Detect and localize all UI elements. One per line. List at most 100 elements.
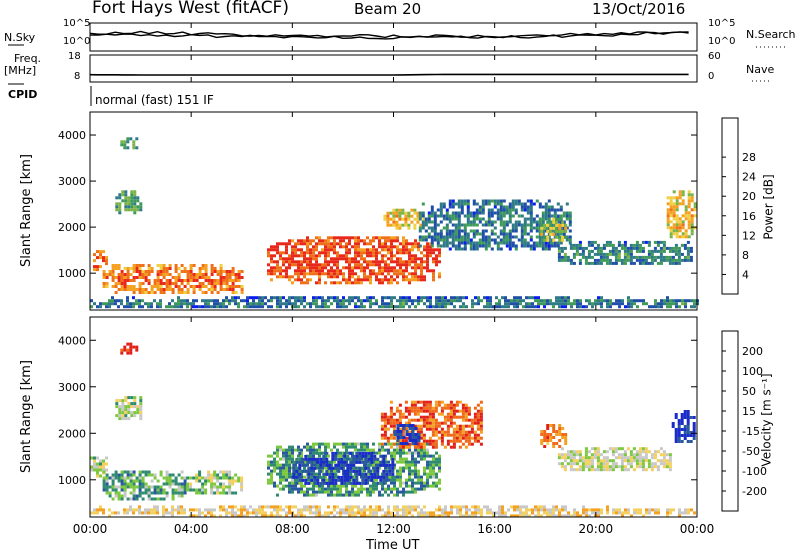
power-cell bbox=[430, 241, 434, 245]
velocity-cell bbox=[404, 421, 408, 425]
velocity-cell bbox=[225, 473, 229, 477]
power-cell bbox=[459, 305, 462, 309]
power-cell bbox=[309, 266, 312, 270]
power-cell bbox=[529, 202, 533, 206]
velocity-cell bbox=[295, 469, 299, 473]
velocity-cell bbox=[327, 505, 330, 509]
velocity-cell bbox=[384, 481, 387, 485]
power-cell bbox=[487, 220, 491, 224]
velocity-cell bbox=[360, 484, 363, 488]
power-cell bbox=[418, 238, 422, 242]
power-cell bbox=[386, 217, 390, 221]
velocity-cell bbox=[180, 505, 183, 509]
velocity-cell bbox=[228, 479, 232, 483]
velocity-cell bbox=[366, 442, 369, 446]
velocity-cell bbox=[558, 439, 562, 442]
power-cell bbox=[475, 232, 479, 236]
velocity-cell bbox=[321, 484, 324, 488]
velocity-cell bbox=[339, 442, 342, 446]
power-cell bbox=[240, 276, 244, 279]
power-cell bbox=[147, 305, 150, 309]
velocity-cell bbox=[423, 505, 426, 509]
velocity-cell bbox=[431, 415, 435, 419]
power-cell bbox=[457, 247, 461, 251]
velocity-cell bbox=[93, 459, 96, 463]
velocity-cell bbox=[626, 462, 630, 466]
velocity-cell bbox=[127, 405, 131, 409]
power-cell bbox=[123, 273, 127, 276]
velocity-cell bbox=[273, 469, 276, 473]
velocity-cell bbox=[264, 514, 267, 518]
power-cell bbox=[222, 299, 225, 303]
velocity-cell bbox=[309, 508, 312, 512]
velocity-cell bbox=[309, 469, 312, 473]
power-cell bbox=[408, 278, 411, 282]
velocity-cell bbox=[369, 484, 372, 488]
power-cell bbox=[390, 299, 393, 303]
velocity-cell bbox=[414, 433, 418, 436]
velocity-cell bbox=[677, 437, 681, 440]
velocity-cell bbox=[620, 456, 624, 460]
power-cell bbox=[529, 199, 533, 203]
velocity-cell bbox=[288, 511, 291, 515]
power-cell bbox=[303, 296, 306, 300]
power-cell bbox=[234, 285, 238, 288]
velocity-cell bbox=[668, 468, 672, 472]
power-cell bbox=[508, 235, 512, 239]
power-cell bbox=[451, 199, 455, 203]
power-ytick-label: 4000 bbox=[58, 129, 86, 142]
power-cell bbox=[312, 248, 315, 252]
velocity-cell bbox=[455, 430, 459, 434]
power-cell bbox=[475, 223, 479, 227]
power-cell bbox=[396, 245, 399, 249]
velocity-cell bbox=[473, 418, 477, 422]
power-cell bbox=[246, 302, 249, 306]
power-cell bbox=[138, 276, 142, 279]
power-cell bbox=[207, 299, 210, 303]
power-cell bbox=[222, 270, 226, 273]
velocity-cell bbox=[276, 451, 279, 455]
velocity-cell bbox=[124, 408, 128, 412]
power-cell bbox=[421, 226, 425, 230]
velocity-cell bbox=[330, 484, 333, 488]
power-cell bbox=[225, 299, 228, 303]
power-cell bbox=[563, 246, 567, 250]
power-cell bbox=[460, 199, 464, 203]
velocity-cell bbox=[300, 490, 303, 494]
power-cell bbox=[578, 258, 582, 262]
power-cell bbox=[669, 196, 673, 200]
power-cell bbox=[535, 214, 539, 218]
velocity-cell bbox=[343, 451, 347, 455]
power-cell bbox=[508, 214, 512, 218]
velocity-cell bbox=[369, 463, 372, 467]
velocity-cell bbox=[447, 514, 450, 518]
power-cell bbox=[424, 220, 428, 224]
power-cell bbox=[270, 278, 273, 282]
velocity-cell bbox=[434, 427, 438, 431]
power-cell bbox=[511, 235, 515, 239]
power-cell bbox=[396, 239, 399, 243]
power-cell bbox=[438, 254, 441, 258]
power-cell bbox=[505, 211, 509, 215]
power-cell bbox=[117, 305, 120, 309]
velocity-cell bbox=[111, 497, 115, 501]
power-cell bbox=[439, 232, 443, 236]
velocity-cell bbox=[180, 494, 184, 498]
power-cell bbox=[623, 240, 627, 244]
velocity-cell bbox=[390, 514, 393, 518]
power-cell bbox=[499, 241, 503, 245]
velocity-cell bbox=[388, 472, 392, 476]
power-cell bbox=[291, 275, 294, 279]
velocity-cell bbox=[114, 473, 118, 477]
power-cell bbox=[504, 305, 507, 309]
power-cell bbox=[336, 302, 339, 306]
velocity-cell bbox=[458, 430, 462, 434]
velocity-cell bbox=[419, 445, 423, 449]
velocity-cell bbox=[650, 468, 654, 472]
velocity-cell bbox=[267, 481, 270, 485]
power-cell bbox=[629, 252, 633, 256]
velocity-cell bbox=[467, 418, 471, 422]
power-cell bbox=[291, 248, 294, 252]
power-cell bbox=[531, 296, 534, 300]
power-cell bbox=[502, 211, 506, 215]
